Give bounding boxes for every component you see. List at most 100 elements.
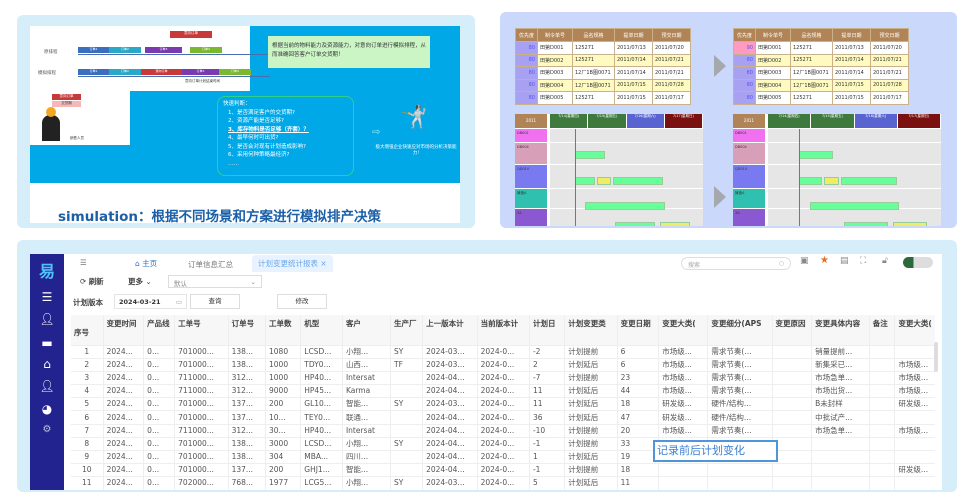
table-cell: 137... <box>228 463 267 478</box>
table-cell: 6 <box>617 358 660 372</box>
avatar[interactable] <box>903 257 933 268</box>
column-header[interactable]: 计划日 <box>529 315 566 346</box>
plan-version-date-input[interactable]: 2024-03-21 ▭ <box>114 294 187 309</box>
table-cell: 2011/07/14 <box>614 66 653 80</box>
table-row[interactable]: 3 2024... 0... 711000... 312... 1000 HP40... In… <box>71 371 935 386</box>
calendar-icon[interactable]: ▭ <box>175 298 182 306</box>
user-settings-icon[interactable]: 👤︎ <box>39 379 55 393</box>
table-cell: 1000 <box>265 358 302 372</box>
gantt-current-time-line <box>799 129 801 226</box>
table-cell: 硬件/结构... <box>707 410 773 425</box>
table-row[interactable]: 8 2024... 0... 701000... 138... 3000 LCSD... 小翔… <box>71 437 935 452</box>
column-header[interactable]: 变更大类( <box>894 315 935 346</box>
table-cell: 需求节奏(... <box>707 424 773 438</box>
table-cell: 计划延后 <box>564 384 618 399</box>
table-cell: 研发级... <box>658 397 709 412</box>
table-row[interactable]: 7 2024... 0... 711000... 312... 30... HP40... I… <box>71 424 935 438</box>
table-cell: 2011/07/17 <box>652 91 691 105</box>
pie-chart-icon[interactable]: ◕ <box>41 402 53 416</box>
column-header[interactable]: 工单数 <box>265 315 302 346</box>
table-cell: 市场出货... <box>811 384 870 399</box>
table-cell: 10... <box>265 410 302 425</box>
table-cell: 2024-0... <box>477 358 530 372</box>
column-header[interactable]: 序号 <box>71 315 104 346</box>
column-header[interactable]: 变更原因 <box>772 315 813 346</box>
table-row[interactable]: 1 2024... 0... 701000... 138... 1080 LCSD... 小翔… <box>71 345 935 359</box>
search-input[interactable]: 搜索 ○ <box>681 257 791 270</box>
quick-item: 2、资源产能是否足够? <box>228 118 284 124</box>
query-button[interactable]: 查询 <box>190 294 240 309</box>
tab-home[interactable]: ⌂ 主页 <box>135 258 157 269</box>
column-header[interactable]: 备注 <box>869 315 896 346</box>
column-header[interactable]: 订单号 <box>228 315 267 346</box>
table-cell: 田第D002 <box>755 53 791 67</box>
close-icon[interactable]: × <box>320 259 327 268</box>
view-select[interactable]: 默认 ⌄ <box>168 275 262 288</box>
column-header[interactable]: 当前版本计 <box>477 315 530 346</box>
table-cell <box>658 463 709 478</box>
table-cell: 44 <box>617 384 660 399</box>
table-row[interactable]: 4 2024... 0... 711000... 312... 9000 HP45... Ka… <box>71 384 935 399</box>
logo-icon: 易 <box>38 262 55 281</box>
document-icon[interactable]: ▤ <box>840 256 849 266</box>
gantt-day-header: 7/16(星期六) <box>854 114 897 128</box>
tab-order-summary[interactable]: 订单信息汇总 <box>188 260 233 269</box>
table-cell: 2011/07/14 <box>614 53 653 67</box>
table-cell: 0... <box>143 358 176 372</box>
home-icon[interactable]: ⌂ <box>43 357 51 371</box>
column-header[interactable]: 变更时间 <box>103 315 145 346</box>
table-row[interactable]: 2 2024... 0... 701000... 138... 1000 TDY0... 山西… <box>71 358 935 372</box>
table-row: 80 田第D002 125271 2011/07/14 2011/07/21 <box>515 53 691 67</box>
row-label: 原排程 <box>44 50 58 55</box>
table-cell: 智能... <box>342 463 392 478</box>
table-row: 90 田第D001 125271 2011/07/13 2011/07/20 <box>733 41 909 55</box>
column-header[interactable]: 变更大类( <box>658 315 709 346</box>
gantt-year: 2011 <box>733 114 765 128</box>
table-cell <box>869 437 896 452</box>
table-row[interactable]: 9 2024... 0... 701000... 138... 304 MBA... 四川..… <box>71 450 935 465</box>
column-header[interactable]: 变更日期 <box>617 315 660 346</box>
table-cell: 138... <box>228 345 267 359</box>
table-row[interactable]: 10 2024... 0... 701000... 137... 200 GHJ1... 智能… <box>71 463 935 478</box>
table-cell: 计划提前 <box>564 345 618 359</box>
gantt-resource: 3A <box>733 209 765 226</box>
table-cell: 702000... <box>174 476 229 490</box>
hamburger-icon[interactable]: ☰ <box>80 258 87 267</box>
table-cell <box>707 463 773 478</box>
column-header[interactable]: 机型 <box>300 315 343 346</box>
screen-icon[interactable]: ▣ <box>800 256 809 266</box>
column-header[interactable]: 计划变更类 <box>564 315 618 346</box>
table-row[interactable]: 5 2024... 0... 701000... 137... 200 GL10... 智能.… <box>71 397 935 412</box>
column-header[interactable]: 工单号 <box>174 315 229 346</box>
lock-icon[interactable]: 🔓︎ <box>882 256 888 266</box>
column-header[interactable]: 客户 <box>342 315 392 346</box>
gantt-year: 2011 <box>515 114 547 128</box>
search-icon[interactable]: ○ <box>778 260 784 267</box>
table-cell: -1 <box>529 437 566 452</box>
table-row[interactable]: 11 2024... 0... 702000... 768... 1977 LCG5... 小… <box>71 476 935 490</box>
quick-item: …… <box>228 160 239 167</box>
menu-icon[interactable]: ☰ <box>41 290 53 304</box>
gantt-after: 2011 7/14(星期四) 7/15(星期五) 7/16(星期六) 7/17(星期日)… <box>733 114 941 226</box>
column-header[interactable]: 生产厂 <box>390 315 424 346</box>
chevron-down-icon: ⌄ <box>250 278 256 286</box>
column-header[interactable]: 变更具体内容 <box>811 315 870 346</box>
user-icon[interactable]: 👤︎ <box>39 312 55 326</box>
tab-plan-change-report[interactable]: 计划变更统计报表 × <box>252 255 333 272</box>
fullscreen-icon[interactable]: ⛶ <box>860 256 867 266</box>
monitor-icon[interactable]: ▬ <box>41 336 53 350</box>
more-dropdown[interactable]: 更多 ⌄ <box>128 276 152 287</box>
vertical-scrollbar[interactable] <box>934 342 938 372</box>
table-row[interactable]: 6 2024... 0... 701000... 137... 10... TEY0... 联… <box>71 410 935 425</box>
column-header[interactable]: 产品线 <box>143 315 176 346</box>
table-cell: 2024-0... <box>477 384 530 399</box>
column-header[interactable]: 变更细分(APS <box>707 315 773 346</box>
settings-icon[interactable]: ⚙ <box>42 424 52 435</box>
table-cell: 2024... <box>103 437 145 452</box>
refresh-button[interactable]: ⟳ 刷新 <box>80 276 104 287</box>
star-icon[interactable]: ★ <box>820 255 829 266</box>
gantt-lane <box>768 143 941 164</box>
table-cell: 6 <box>71 410 104 425</box>
column-header[interactable]: 上一版本计 <box>422 315 478 346</box>
modify-button[interactable]: 修改 <box>277 294 327 309</box>
